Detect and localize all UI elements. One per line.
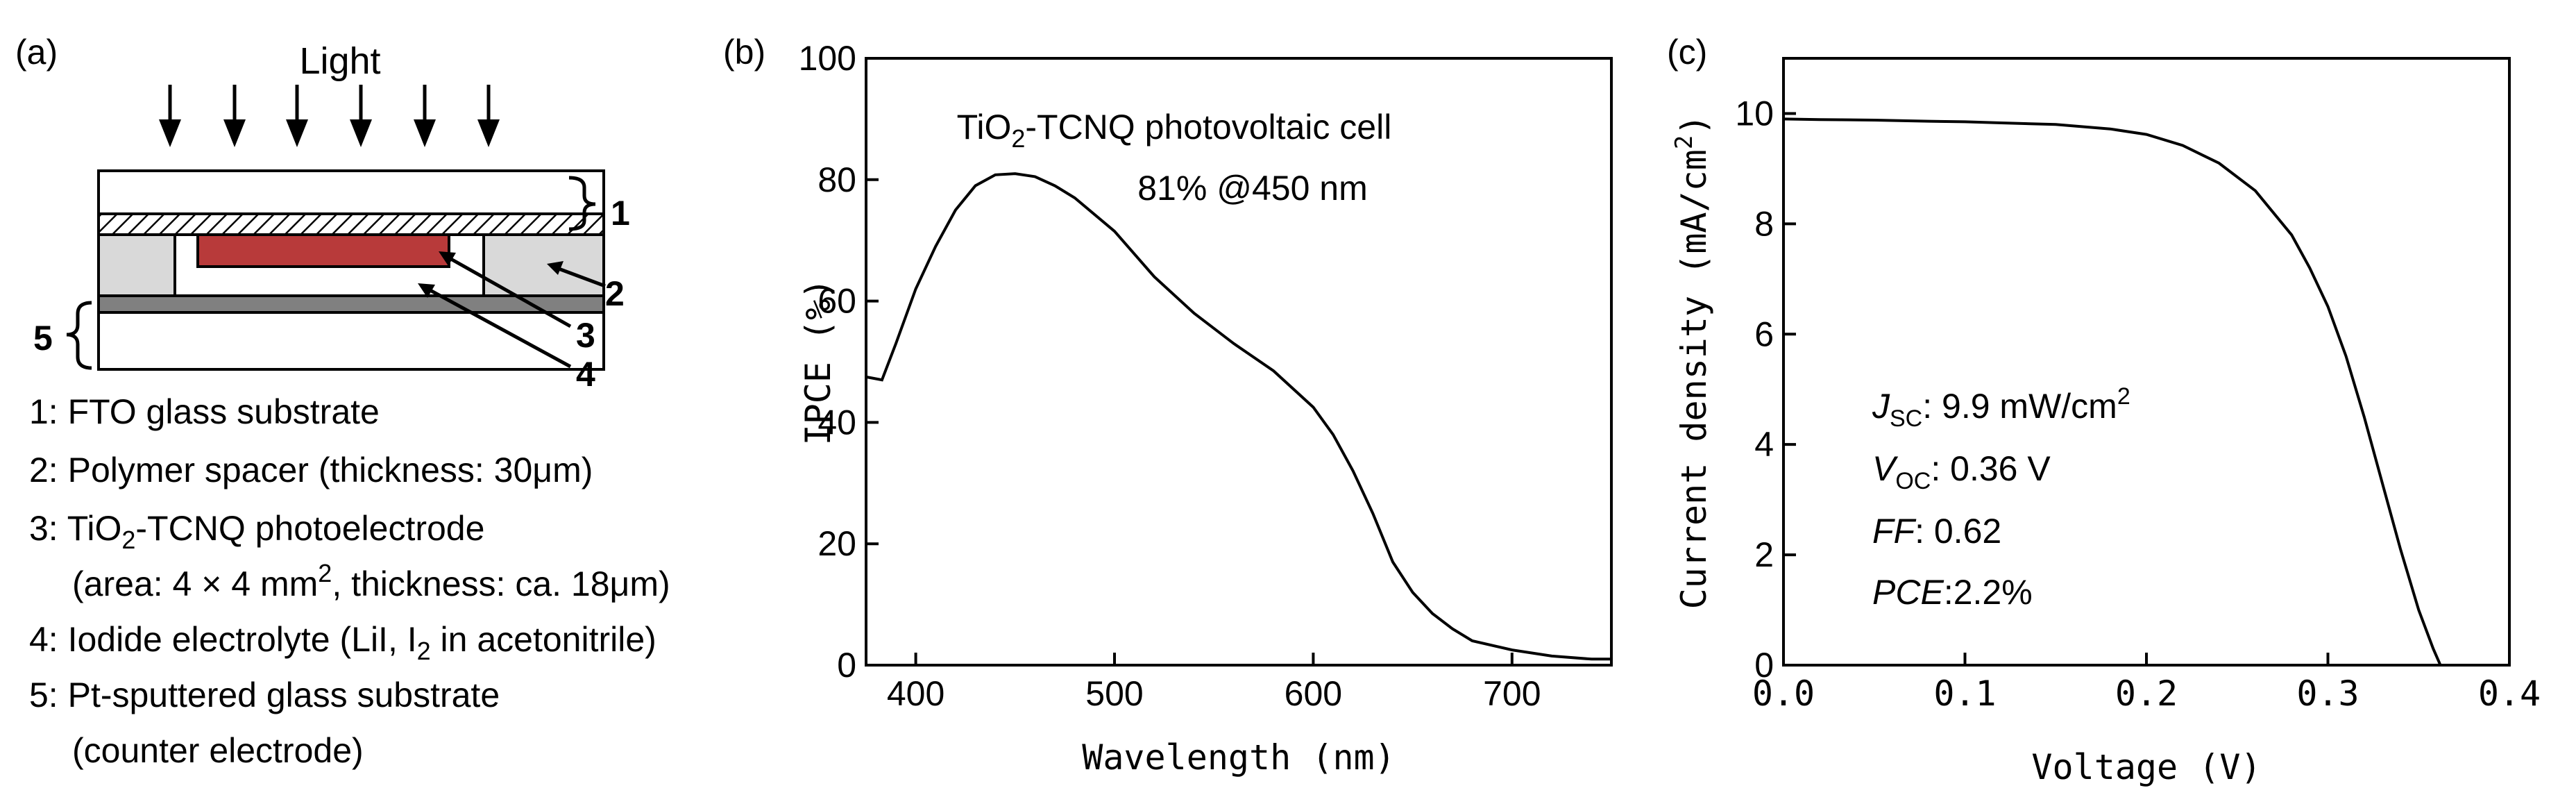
fto-layer: [97, 212, 605, 236]
jv-x-tick-label: 0.2: [2115, 673, 2178, 714]
polymer-spacer-left: [97, 233, 176, 297]
panel-a-label: (a): [15, 33, 58, 72]
ipce-y-axis-label: IPCE (%): [798, 278, 838, 446]
ipce-x-axis-label: Wavelength (nm): [1082, 737, 1396, 778]
brace-1: [568, 176, 596, 231]
leader-lines: [418, 251, 606, 369]
brace-5: [66, 301, 92, 370]
legend-item-1: 1: FTO glass substrate: [29, 392, 380, 431]
leader-arrow-2: [547, 261, 606, 288]
legend-item-4: 4: Iodide electrolyte (LiI, I2 in aceton…: [29, 620, 656, 665]
light-arrow: [159, 85, 181, 147]
light-arrows: [159, 85, 500, 147]
leader-arrow-4: [418, 283, 572, 369]
ipce-y-tick-label: 40: [817, 403, 856, 442]
ipce-y-tick-label: 20: [817, 524, 856, 563]
voc-annotation: VOC: 0.36 V: [1872, 449, 2051, 494]
jv-y-tick-label: 10: [1735, 94, 1774, 133]
jv-x-tick-label: 0.1: [1933, 673, 1996, 714]
ipce-x-tick-label: 500: [1085, 674, 1143, 713]
panel-c-label: (c): [1667, 33, 1707, 72]
jv-y-tick-label: 4: [1754, 425, 1774, 464]
component-legend: 1: FTO glass substrate 2: Polymer spacer…: [29, 392, 670, 770]
ipce-y-tick-label: 80: [817, 160, 856, 199]
light-arrow: [477, 85, 500, 147]
jv-y-tick-label: 2: [1754, 535, 1774, 574]
ipce-y-tick-label: 100: [799, 39, 856, 78]
ipce-y-tick-label: 60: [817, 282, 856, 321]
jv-x-tick-label: 0.0: [1752, 673, 1815, 714]
pce-annotation: PCE:2.2%: [1872, 573, 2033, 612]
part-number-4: 4: [576, 355, 595, 394]
ipce-x-ticks: 400 500 600 700: [887, 653, 1541, 713]
cell-diagram: [97, 169, 605, 371]
panel-b: (b) 0 20 40 60 80 100 400 500 600 700 TiO2-TCNQ …: [723, 33, 1613, 778]
jv-curve: [1783, 117, 2442, 666]
panel-a: (a) Light: [15, 33, 670, 770]
ipce-x-tick-label: 700: [1483, 674, 1541, 713]
ipce-curve: [865, 172, 1611, 661]
legend-item-5: 5: Pt-sputtered glass substrate: [29, 676, 500, 714]
part-number-3: 3: [576, 316, 595, 355]
jv-y-tick-label: 8: [1754, 204, 1774, 243]
jv-x-ticks: 0.0 0.1 0.2 0.3 0.4: [1752, 653, 2541, 714]
jv-y-tick-label: 6: [1754, 315, 1774, 353]
ipce-chart-title: TiO2-TCNQ photovoltaic cell: [957, 108, 1392, 153]
panel-c: (c) 0 2 4 6 8 10 0.0 0.1 0.2 0.3 0.4 JSC: 9.9 mW/…: [1667, 33, 2541, 787]
light-arrow: [414, 85, 436, 147]
ipce-x-tick-label: 400: [887, 674, 944, 713]
legend-item-5-detail: (counter electrode): [72, 731, 364, 770]
ipce-y-tick-label: 0: [837, 646, 856, 685]
jsc-annotation: JSC: 9.9 mW/cm2: [1872, 383, 2130, 432]
jv-x-axis-label: Voltage (V): [2031, 747, 2261, 787]
ipce-annotation: 81% @450 nm: [1137, 169, 1368, 208]
leader-arrow-3: [439, 251, 572, 328]
part-number-1: 1: [611, 194, 630, 233]
light-arrow: [223, 85, 246, 147]
legend-item-2: 2: Polymer spacer (thickness: 30μm): [29, 451, 593, 489]
ipce-x-tick-label: 600: [1285, 674, 1342, 713]
legend-item-3: 3: TiO2-TCNQ photoelectrode: [29, 509, 484, 554]
light-label: Light: [299, 40, 380, 82]
pt-glass-substrate: [97, 311, 605, 371]
part-number-2: 2: [605, 274, 625, 313]
part-number-5: 5: [33, 319, 53, 358]
fto-glass-substrate: [97, 169, 605, 215]
jv-x-tick-label: 0.4: [2478, 673, 2541, 714]
jv-y-axis-label: Current density (mA/cm2): [1670, 115, 1714, 610]
panel-b-label: (b): [723, 33, 765, 72]
jv-y-ticks: 0 2 4 6 8 10: [1735, 94, 1796, 685]
jv-x-tick-label: 0.3: [2296, 673, 2359, 714]
light-arrow: [350, 85, 372, 147]
photoelectrode: [196, 233, 450, 268]
ff-annotation: FF: 0.62: [1872, 512, 2001, 551]
ipce-plot-frame: [865, 57, 1613, 667]
ipce-y-ticks: 0 20 40 60 80 100: [799, 39, 879, 685]
legend-item-3-detail: (area: 4 × 4 mm2, thickness: ca. 18μm): [72, 559, 670, 603]
jv-y-tick-label: 0: [1754, 646, 1774, 685]
light-arrow: [286, 85, 308, 147]
